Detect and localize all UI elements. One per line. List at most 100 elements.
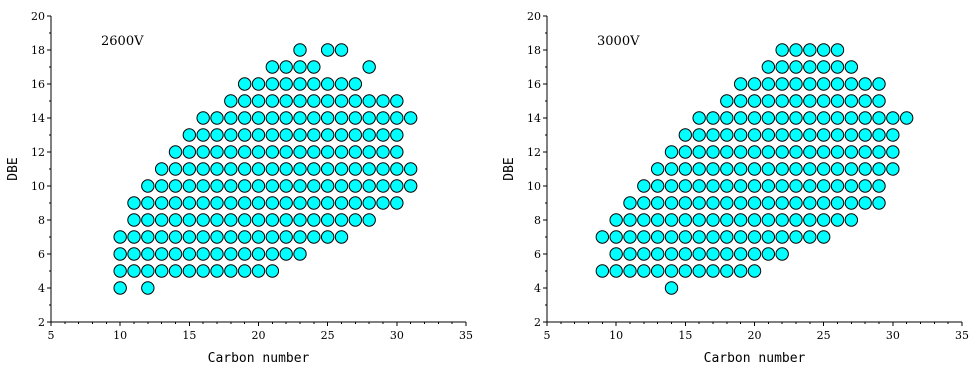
- data-point: [307, 230, 321, 244]
- data-point: [168, 145, 183, 159]
- y-tick-label: 8: [38, 214, 45, 227]
- data-point: [182, 230, 197, 244]
- data-point: [761, 94, 776, 108]
- data-point: [265, 145, 280, 159]
- data-point: [251, 179, 266, 193]
- data-point: [376, 94, 390, 108]
- data-point: [237, 128, 252, 142]
- data-point: [830, 128, 845, 142]
- data-point: [182, 162, 197, 176]
- data-point: [113, 264, 127, 278]
- data-point: [637, 213, 651, 227]
- data-point: [650, 230, 665, 244]
- data-point: [692, 162, 706, 176]
- data-point: [210, 247, 224, 261]
- data-point: [154, 196, 169, 210]
- y-tick-label: 8: [534, 214, 541, 227]
- data-point: [761, 111, 776, 125]
- data-point: [664, 247, 679, 261]
- data-point: [789, 179, 803, 193]
- data-point: [251, 196, 266, 210]
- data-point: [664, 213, 679, 227]
- data-point: [747, 111, 762, 125]
- data-point: [168, 196, 183, 210]
- data-point: [279, 60, 293, 74]
- data-point: [182, 196, 197, 210]
- data-point: [196, 196, 210, 210]
- data-point: [210, 196, 224, 210]
- data-point: [720, 111, 734, 125]
- data-point: [650, 162, 665, 176]
- data-point: [113, 281, 127, 295]
- data-point: [196, 111, 210, 125]
- x-tick-label: 10: [609, 329, 623, 342]
- data-point: [692, 247, 706, 261]
- data-point: [886, 128, 900, 142]
- x-axis-title: Carbon number: [704, 351, 806, 366]
- data-point: [224, 94, 238, 108]
- data-point: [182, 247, 197, 261]
- data-point: [664, 281, 679, 295]
- data-point: [775, 111, 789, 125]
- y-tick-label: 18: [31, 44, 45, 57]
- data-point: [127, 230, 141, 244]
- data-point: [623, 213, 637, 227]
- data-point: [237, 162, 252, 176]
- data-point: [141, 281, 155, 295]
- data-point: [706, 264, 720, 278]
- data-point: [678, 247, 693, 261]
- data-point: [733, 196, 748, 210]
- y-tick-label: 4: [38, 282, 45, 295]
- data-point: [390, 145, 404, 159]
- data-point: [237, 145, 252, 159]
- data-point: [816, 196, 831, 210]
- data-point: [844, 196, 859, 210]
- data-point: [678, 179, 693, 193]
- y-tick-label: 6: [534, 248, 541, 261]
- y-tick-label: 16: [31, 78, 45, 91]
- data-point: [127, 213, 141, 227]
- data-point: [251, 111, 266, 125]
- data-point: [390, 128, 404, 142]
- data-point: [761, 179, 776, 193]
- data-point: [237, 179, 252, 193]
- panel-label: 2600V: [101, 34, 144, 49]
- data-point: [706, 128, 720, 142]
- data-point: [265, 60, 280, 74]
- data-point: [224, 179, 238, 193]
- data-point: [844, 94, 859, 108]
- data-point: [237, 94, 252, 108]
- data-point: [182, 179, 197, 193]
- data-point: [210, 162, 224, 176]
- data-point: [376, 145, 390, 159]
- data-point: [830, 43, 845, 57]
- data-point: [141, 247, 155, 261]
- data-point: [844, 179, 859, 193]
- data-point: [334, 145, 349, 159]
- data-point: [830, 196, 845, 210]
- data-point: [251, 128, 266, 142]
- data-point: [307, 77, 321, 91]
- data-point: [595, 230, 610, 244]
- data-point: [362, 60, 376, 74]
- data-point: [320, 77, 335, 91]
- x-tick-label: 5: [544, 329, 551, 342]
- data-point: [775, 196, 789, 210]
- data-point: [747, 213, 762, 227]
- data-point: [265, 213, 280, 227]
- x-axis-title: Carbon number: [208, 351, 310, 366]
- data-point: [154, 230, 169, 244]
- data-point: [196, 179, 210, 193]
- data-point: [320, 196, 335, 210]
- data-point: [720, 230, 734, 244]
- x-tick-label: 35: [459, 329, 473, 342]
- data-point: [403, 179, 418, 193]
- data-point: [403, 111, 418, 125]
- data-point: [623, 264, 637, 278]
- data-point: [747, 247, 762, 261]
- data-point: [168, 179, 183, 193]
- data-point: [279, 247, 293, 261]
- data-point: [775, 43, 789, 57]
- data-point: [362, 196, 376, 210]
